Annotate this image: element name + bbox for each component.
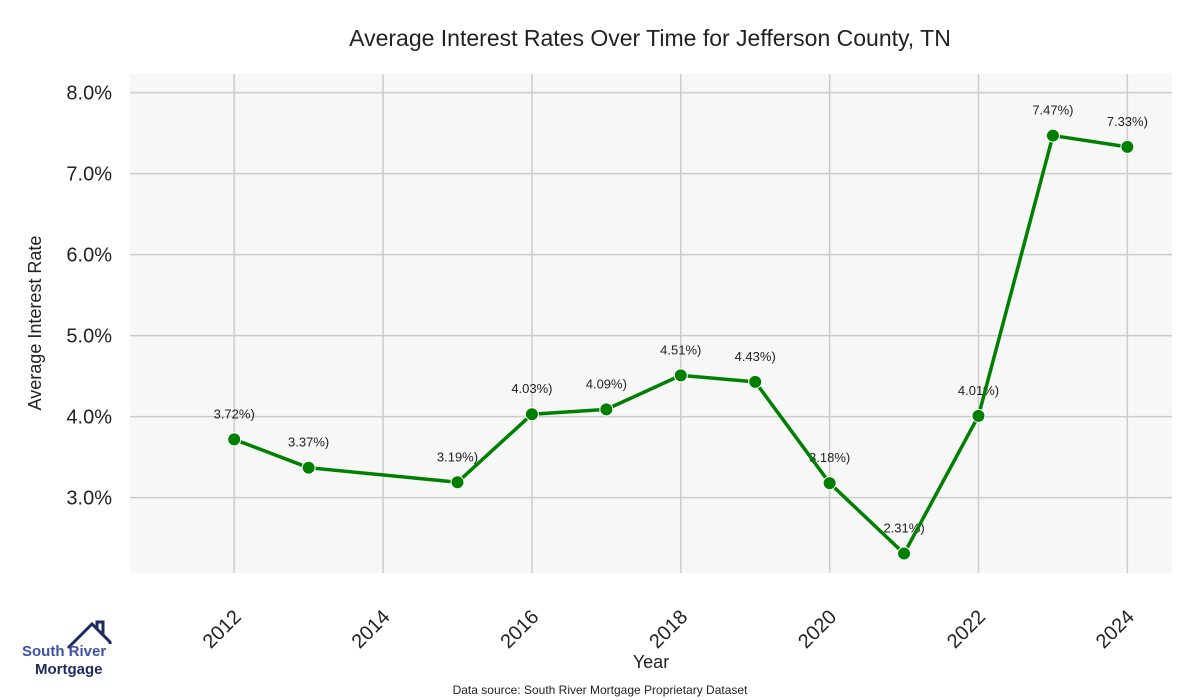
series-line	[233, 133, 1128, 556]
x-tick-label: 2018	[645, 606, 692, 653]
y-tick-label: 8.0%	[66, 83, 112, 105]
data-label: 3.19%)	[437, 449, 478, 464]
x-tick-label: 2016	[496, 606, 543, 653]
data-point	[971, 408, 986, 423]
chart-title: Average Interest Rates Over Time for Jef…	[349, 25, 951, 51]
data-label: 3.18%)	[809, 450, 850, 465]
data-point	[1120, 139, 1135, 154]
data-label: 4.03%)	[511, 381, 552, 396]
data-point	[822, 476, 837, 491]
data-label: 7.33%)	[1107, 114, 1148, 129]
data-label: 7.47%)	[1032, 103, 1073, 118]
data-point	[301, 460, 316, 475]
y-tick-label: 3.0%	[66, 488, 112, 510]
data-point	[897, 546, 912, 561]
data-label: 4.01%)	[958, 383, 999, 398]
data-point	[748, 374, 763, 389]
data-source-note: Data source: South River Mortgage Propri…	[453, 683, 748, 697]
house-roof-icon	[66, 620, 112, 650]
data-label: 4.09%)	[586, 376, 627, 391]
data-point	[227, 432, 242, 447]
x-tick-label: 2024	[1092, 606, 1139, 653]
x-tick-label: 2012	[199, 606, 246, 653]
data-point	[673, 368, 688, 383]
plot-area	[130, 74, 1172, 573]
logo-line1: South River	[22, 643, 107, 660]
y-tick-label: 5.0%	[66, 326, 112, 348]
data-point	[450, 475, 465, 490]
data-point	[599, 402, 614, 417]
y-tick-label: 6.0%	[66, 245, 112, 267]
data-label: 4.43%)	[735, 349, 776, 364]
south-river-mortgage-logo: South River Mortgage	[22, 620, 122, 680]
x-tick-label: 2022	[943, 606, 990, 653]
x-axis-label: Year	[633, 652, 669, 672]
y-axis-label: Average Interest Rate	[25, 236, 45, 411]
x-tick-label: 2014	[348, 606, 395, 653]
data-point	[1045, 128, 1060, 143]
data-label: 3.37%)	[288, 435, 329, 450]
logo-line2: Mortgage	[35, 661, 103, 678]
data-point	[524, 407, 539, 422]
data-label: 4.51%)	[660, 342, 701, 357]
x-tick-label: 2020	[794, 606, 841, 653]
y-tick-label: 7.0%	[66, 164, 112, 186]
y-tick-label: 4.0%	[66, 407, 112, 429]
data-label: 3.72%)	[214, 406, 255, 421]
